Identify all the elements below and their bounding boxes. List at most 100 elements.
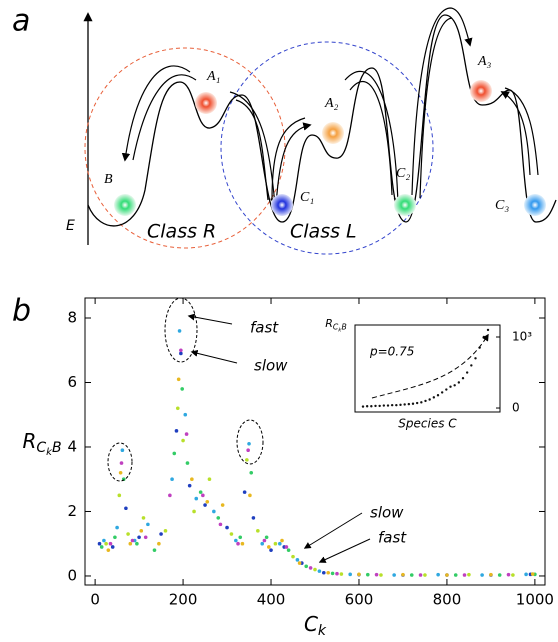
point [238,535,243,540]
inset-point [378,404,381,408]
point [117,493,122,498]
x-tick-label: 0 [90,591,100,609]
inset-point [399,403,402,407]
state-label: B [104,172,113,187]
inset-point [361,405,365,408]
inset-point [382,404,386,407]
axis-label-part: B [341,322,346,331]
point [175,406,180,411]
point [152,548,157,552]
peak-markers [107,297,264,482]
point [119,461,124,465]
point [212,509,216,514]
point [118,470,123,475]
point [187,483,192,488]
point [126,532,130,536]
point [480,573,484,577]
point [409,573,414,577]
inset-point [445,388,448,391]
point [194,496,199,501]
state-ball [322,122,344,144]
axis-label: RCkB [22,429,61,459]
point [401,572,405,577]
point [135,541,139,546]
point [97,541,102,546]
inset-point [436,394,440,397]
point [291,554,295,559]
point [286,548,291,552]
point [99,545,104,549]
point [317,569,322,573]
point [511,573,515,577]
class-label: Class R [147,221,216,243]
state-ball [195,92,217,114]
inset-title: p=0.75 [369,345,414,359]
point [207,477,212,482]
point [179,348,183,353]
state-label: C₂ [396,166,410,181]
point [220,503,225,507]
point [264,535,269,540]
point [335,571,339,576]
point [146,522,150,527]
state-ball [394,194,416,216]
point [203,503,207,507]
axis-label-part: C [333,322,339,331]
point [308,566,313,570]
point [313,567,317,572]
point [242,490,247,494]
inset-point [386,404,390,407]
x-tick-label: 200 [169,591,198,609]
point [273,541,278,546]
annotation-arrows [187,313,371,563]
point [278,541,282,546]
point [445,573,449,577]
x-tick-label: 400 [257,591,286,609]
point [185,461,190,465]
point [489,572,493,577]
point [246,448,250,453]
point [177,329,182,333]
point [141,516,146,520]
point [198,490,203,494]
inset-point [449,385,452,388]
point [174,429,179,433]
x-tick-label: 1000 [516,591,554,609]
point [113,535,117,540]
point [436,572,440,577]
annotation: slow [370,504,404,522]
inset-point [465,371,469,374]
point [453,573,458,577]
point [497,573,502,577]
point [348,572,352,577]
point [229,532,234,536]
point [168,493,172,498]
point [247,441,251,446]
state-label: C₃ [495,198,509,213]
point [256,529,260,533]
energy-label: E [66,218,75,234]
class-label: Class L [290,221,357,243]
state-label: C₁ [300,190,314,205]
inset-point [482,335,486,339]
point [184,432,189,436]
state-ball [271,194,293,216]
axis-label: Ck [304,612,327,639]
point [423,573,427,577]
inset-point [432,396,436,399]
point [506,572,511,577]
point [418,573,423,577]
point [357,572,361,577]
inset-point [403,403,406,406]
point [249,470,254,475]
axis-label-part: k [338,327,342,333]
point [201,493,205,498]
axis-label-part: k [46,447,53,458]
point [251,516,256,520]
point [236,541,240,546]
inset-frame [354,324,501,413]
panel-label: a [12,4,30,39]
axis-label-part: k [318,623,327,638]
